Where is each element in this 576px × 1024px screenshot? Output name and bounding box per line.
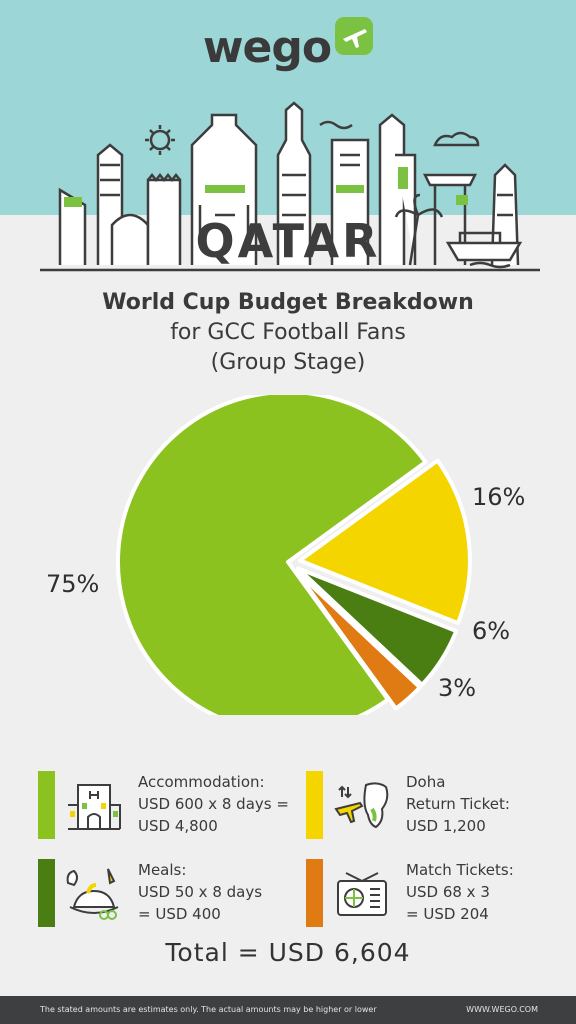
pie-slice-ticket [297,458,472,626]
pie-label-ticket: 16% [472,483,526,511]
meal-icon [66,868,119,920]
ticket-icon [337,872,387,916]
total-amount: Total = USD 6,604 [165,938,411,967]
pie-slice-meals [296,566,459,687]
legend-label: Accommodation: [138,773,265,791]
footer-url[interactable]: WWW.WEGO.COM [466,1005,538,1014]
pie-label-meals: 6% [472,617,511,645]
legend-swatch [38,859,55,927]
pie-label-match: 3% [438,674,477,702]
hotel-icon [68,784,121,830]
footer-bar: The stated amounts are estimates only. T… [0,996,576,1024]
chart-title: World Cup Budget Breakdown for GCC Footb… [0,288,576,378]
legend-amount: USD 1,200 [406,817,486,835]
legend-swatch [38,771,55,839]
airplane-icon [334,782,389,829]
legend-label: Meals: [138,861,187,879]
legend-detail: Return Ticket: [406,795,510,813]
legend-swatch [306,859,323,927]
legend-text: Accommodation: USD 600 x 8 days = USD 4,… [138,771,289,837]
legend-item-match: Match Tickets: USD 68 x 3 = USD 204 [306,853,566,927]
legend-label: Doha [406,773,446,791]
legend-swatch [306,771,323,839]
pie-slice-match [293,569,422,711]
wego-logo: wego [0,16,576,73]
pie-chart: 75% 16% 6% 3% [0,390,576,734]
legend-text: Meals: USD 50 x 8 days = USD 400 [138,859,262,925]
legend-item-ticket: Doha Return Ticket: USD 1,200 [306,765,566,839]
airplane-badge-icon [335,16,374,55]
legend-amount: = USD 400 [138,905,221,923]
legend-text: Doha Return Ticket: USD 1,200 [406,771,510,837]
legend-detail: USD 600 x 8 days = [138,795,289,813]
legend-item-meals: Meals: USD 50 x 8 days = USD 400 [38,853,298,927]
legend-label: Match Tickets: [406,861,514,879]
legend-text: Match Tickets: USD 68 x 3 = USD 204 [406,859,514,925]
chart-legend: Accommodation: USD 600 x 8 days = USD 4,… [0,760,576,930]
legend-item-accommodation: Accommodation: USD 600 x 8 days = USD 4,… [38,765,298,839]
logo-text: wego [202,22,332,73]
pie-label-accommodation: 75% [46,570,100,598]
country-heading: QATAR [195,214,381,268]
footer-disclaimer: The stated amounts are estimates only. T… [40,1005,377,1014]
legend-amount: USD 4,800 [138,817,218,835]
legend-amount: = USD 204 [406,905,489,923]
legend-detail: USD 50 x 8 days [138,883,263,901]
qatar-skyline-illustration [40,101,540,272]
title-line-2: for GCC Football Fans [170,320,406,345]
pie-chart-svg [116,390,472,734]
title-line-3: (Group Stage) [210,350,366,375]
title-line-1: World Cup Budget Breakdown [102,290,474,315]
legend-detail: USD 68 x 3 [406,883,490,901]
